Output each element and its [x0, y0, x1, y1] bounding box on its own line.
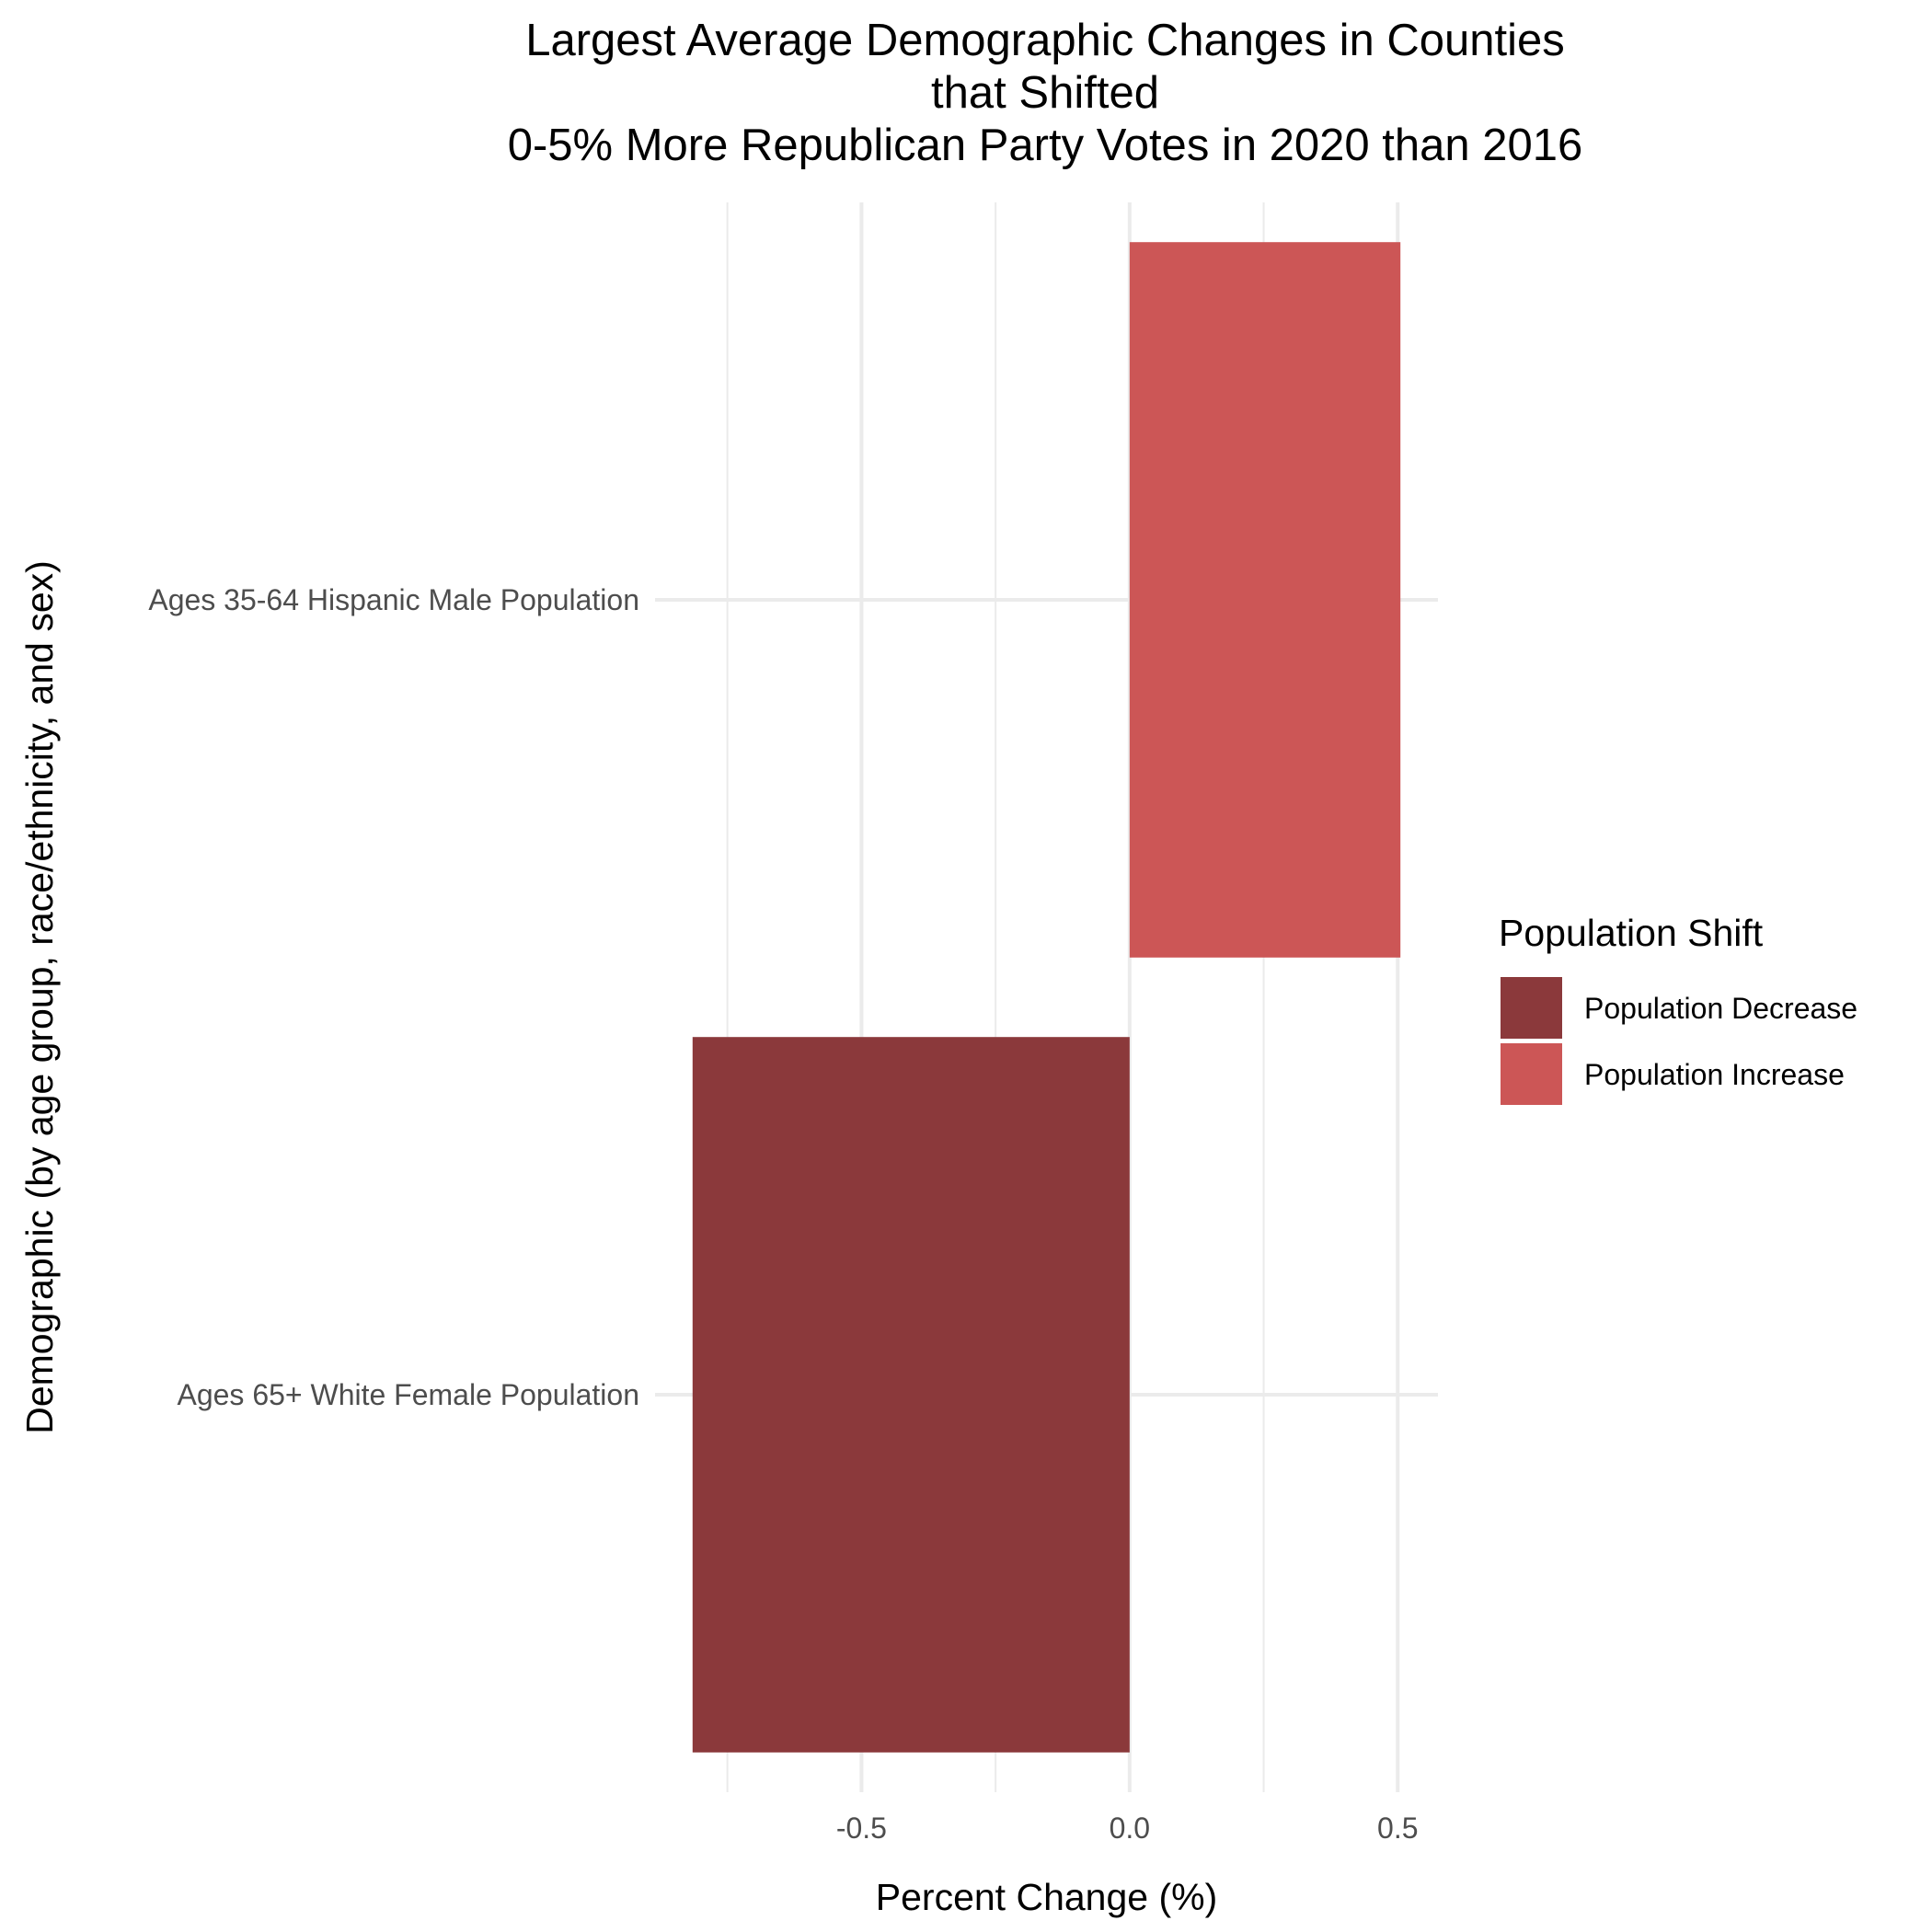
bar: [1129, 242, 1401, 958]
x-axis-title: Percent Change (%): [876, 1876, 1217, 1918]
bars: [692, 242, 1401, 1753]
chart-title-line: 0-5% More Republican Party Votes in 2020…: [508, 121, 1583, 170]
y-axis-title: Demographic (by age group, race/ethnicit…: [18, 560, 61, 1434]
legend-swatch: [1501, 977, 1562, 1039]
legend-title: Population Shift: [1499, 912, 1764, 954]
y-tick-label: Ages 35-64 Hispanic Male Population: [148, 583, 639, 616]
chart-title-line: that Shifted: [931, 68, 1159, 118]
legend-label: Population Decrease: [1584, 992, 1857, 1025]
y-tick-labels: Ages 35-64 Hispanic Male Population Ages …: [148, 583, 639, 1411]
chart-title: Largest Average Demographic Changes in C…: [508, 16, 1583, 170]
x-tick-labels: -0.5 0.0 0.5: [836, 1811, 1419, 1845]
x-tick-label: 0.5: [1377, 1811, 1418, 1845]
legend-label: Population Increase: [1584, 1058, 1845, 1091]
legend: Population Shift Population Decrease Popu…: [1499, 912, 1857, 1105]
bar: [692, 1037, 1130, 1753]
x-tick-label: 0.0: [1110, 1811, 1150, 1845]
legend-swatch: [1501, 1043, 1562, 1105]
y-tick-label: Ages 65+ White Female Population: [177, 1378, 639, 1411]
x-tick-label: -0.5: [836, 1811, 887, 1845]
chart-title-line: Largest Average Demographic Changes in C…: [525, 16, 1565, 65]
